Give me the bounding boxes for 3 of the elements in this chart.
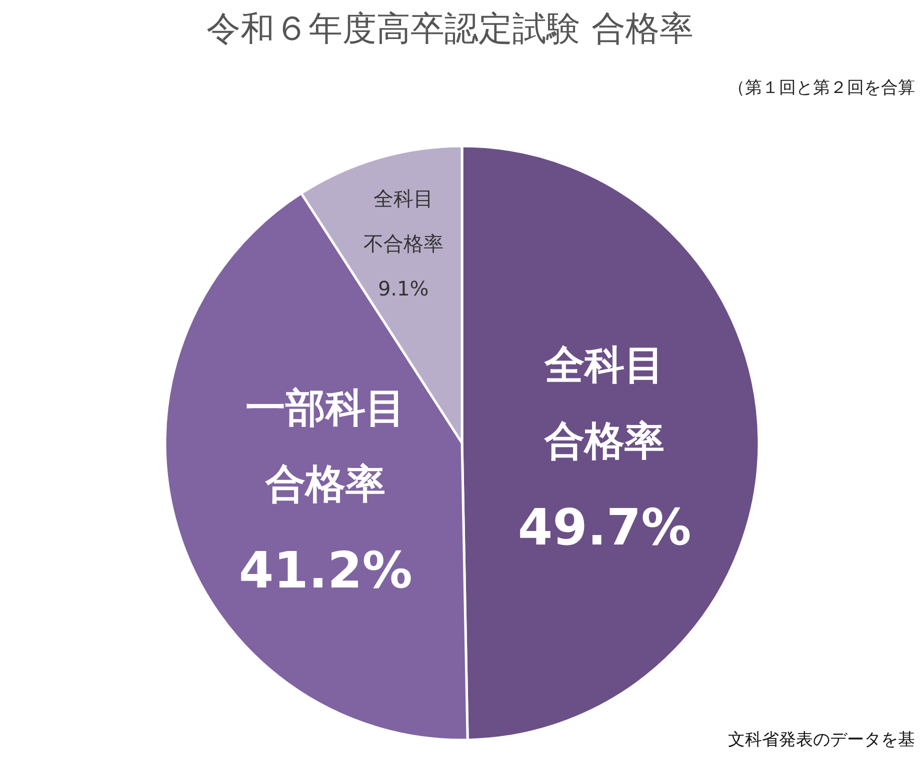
title: 令和６年度高卒認定試験 合格率 xyxy=(206,9,694,49)
subtitle: （第１回と第２回を合算 xyxy=(728,78,915,98)
annotation: 文科省発表のデータを基 xyxy=(728,730,915,750)
